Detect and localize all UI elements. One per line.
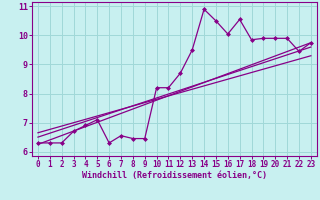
X-axis label: Windchill (Refroidissement éolien,°C): Windchill (Refroidissement éolien,°C)	[82, 171, 267, 180]
